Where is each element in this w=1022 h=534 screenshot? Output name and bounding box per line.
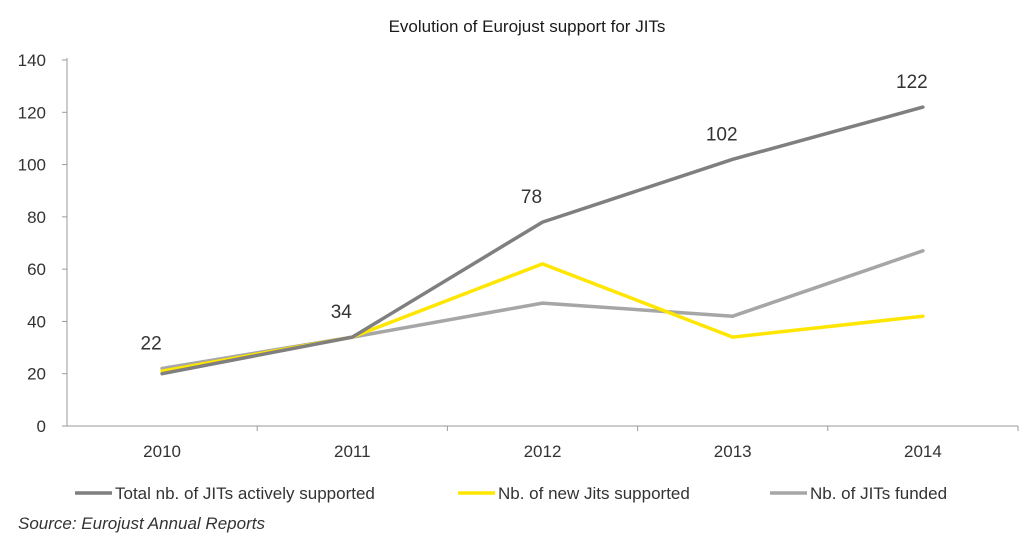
data-label: 122 — [896, 72, 928, 93]
legend-label: Total nb. of JITs actively supported — [115, 484, 375, 503]
y-tick-label: 80 — [27, 208, 46, 227]
x-tick-label: 2013 — [714, 442, 752, 461]
y-tick-label: 20 — [27, 365, 46, 384]
legend-label: Nb. of JITs funded — [810, 484, 947, 503]
series-line-nb-of-new-jits-supported — [160, 262, 925, 373]
y-axis: 0 20 40 60 80 100 120 140 — [18, 51, 68, 436]
y-tick-label: 60 — [27, 260, 46, 279]
data-label: 34 — [331, 302, 353, 323]
data-labels: 22 34 78 102 122 — [141, 72, 928, 354]
data-label: 22 — [141, 333, 162, 354]
y-tick-label: 120 — [18, 103, 46, 122]
x-tick-label: 2010 — [143, 442, 181, 461]
y-tick-label: 40 — [27, 312, 46, 331]
legend-label: Nb. of new Jits supported — [498, 484, 690, 503]
source-note: Source: Eurojust Annual Reports — [18, 514, 265, 533]
legend: Total nb. of JITs actively supported Nb. … — [75, 484, 947, 503]
data-label: 102 — [706, 124, 738, 145]
x-axis: 2010 2011 2012 2013 2014 — [67, 425, 1019, 461]
y-tick-label: 100 — [18, 156, 46, 175]
y-tick-label: 140 — [18, 51, 46, 70]
chart-title: Evolution of Eurojust support for JITs — [389, 17, 666, 36]
x-tick-label: 2011 — [334, 442, 371, 461]
x-tick-label: 2014 — [904, 442, 942, 461]
y-tick-label: 0 — [37, 417, 46, 436]
series-line-total-nb-of-jits-actively-supported — [160, 105, 925, 376]
data-label: 78 — [521, 187, 542, 208]
x-tick-label: 2012 — [524, 442, 562, 461]
series-lines — [160, 105, 925, 376]
